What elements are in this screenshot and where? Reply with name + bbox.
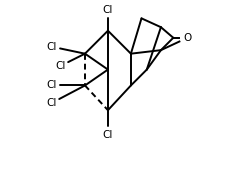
Text: Cl: Cl	[55, 61, 65, 71]
Text: Cl: Cl	[102, 4, 113, 15]
Text: Cl: Cl	[46, 98, 56, 108]
Text: O: O	[183, 33, 191, 43]
Text: Cl: Cl	[102, 130, 113, 140]
Text: Cl: Cl	[46, 80, 56, 90]
Text: Cl: Cl	[46, 42, 56, 52]
